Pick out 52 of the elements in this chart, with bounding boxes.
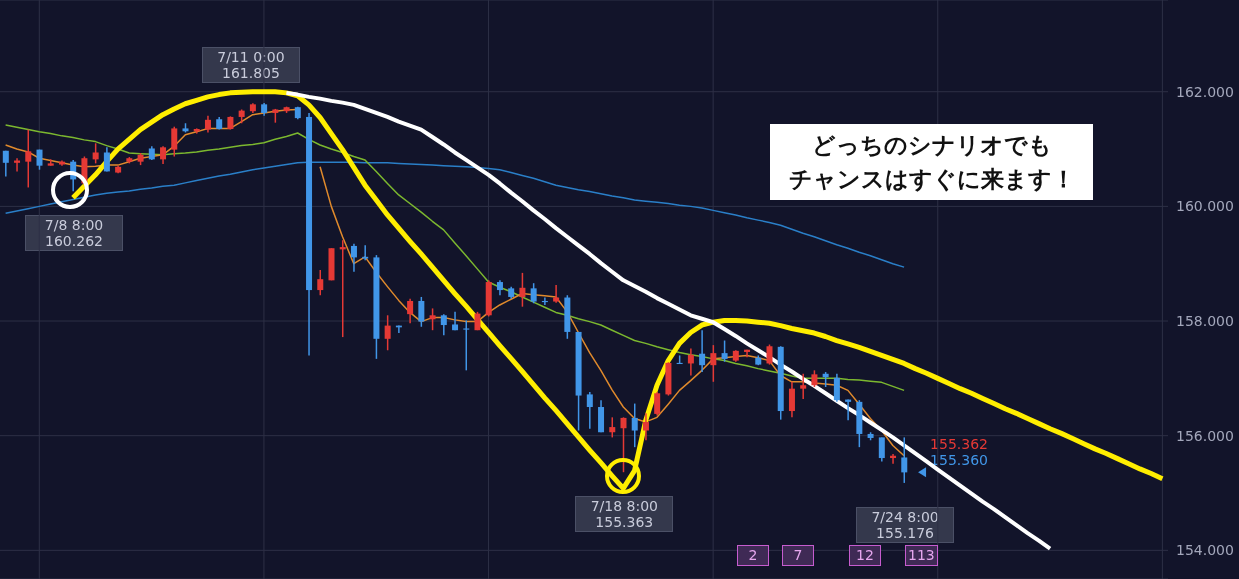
annotation: 155.362 <box>930 436 988 453</box>
candlestick <box>171 125 178 158</box>
candlestick <box>631 402 638 448</box>
candlestick <box>586 391 593 430</box>
candlestick <box>519 272 526 308</box>
candlestick <box>103 146 110 173</box>
candlestick <box>384 314 391 352</box>
annotation: 7 <box>782 545 814 566</box>
candlestick <box>687 347 694 377</box>
candlestick <box>654 391 661 417</box>
candlestick <box>25 128 32 189</box>
annotation: 155.360 <box>930 452 988 469</box>
candlestick <box>407 297 414 325</box>
candlestick <box>350 242 357 273</box>
candlestick <box>440 313 447 337</box>
y-tick-label: 154.000 <box>1176 542 1234 559</box>
candlestick <box>710 344 717 383</box>
candlestick <box>699 329 706 373</box>
annotation: 7/24 8:00 155.176 <box>857 508 954 541</box>
candlestick <box>418 296 425 328</box>
candlestick <box>901 436 908 484</box>
candlestick <box>721 339 728 363</box>
line-series <box>4 161 905 268</box>
annotation: 7/8 8:00 160.262 <box>26 217 122 250</box>
candlestick <box>800 373 807 400</box>
annotation: 12 <box>849 545 881 566</box>
y-tick-label: 158.000 <box>1176 313 1234 329</box>
candlestick <box>833 373 840 403</box>
candlestick <box>553 284 560 304</box>
line-series <box>284 90 1053 551</box>
candlestick <box>642 412 649 442</box>
y-tick-label: 156.000 <box>1176 427 1234 444</box>
annotation: どっちのシナリオでも <box>810 131 1053 160</box>
candlestick <box>530 282 537 305</box>
candlestick <box>620 416 627 473</box>
annotation: 2 <box>737 545 769 566</box>
candlestick <box>92 142 99 165</box>
candlestick <box>766 343 773 366</box>
annotation: 113 <box>905 545 938 566</box>
y-tick-label: 160.000 <box>1176 198 1234 215</box>
candlestick <box>429 307 436 331</box>
annotation: チャンスはすぐに来ます！ <box>787 165 1076 194</box>
annotation: 7/11 0:00 161.805 <box>202 48 299 81</box>
candlestick <box>878 436 885 463</box>
candlestick <box>609 416 616 439</box>
candlestick <box>317 269 324 296</box>
y-tick-label: 162.000 <box>1176 83 1234 100</box>
candlestick <box>463 319 470 372</box>
candlestick <box>788 381 795 419</box>
annotation: 7/18 8:00 155.363 <box>576 498 673 531</box>
candlestick <box>362 244 369 262</box>
candlestick <box>2 150 9 178</box>
